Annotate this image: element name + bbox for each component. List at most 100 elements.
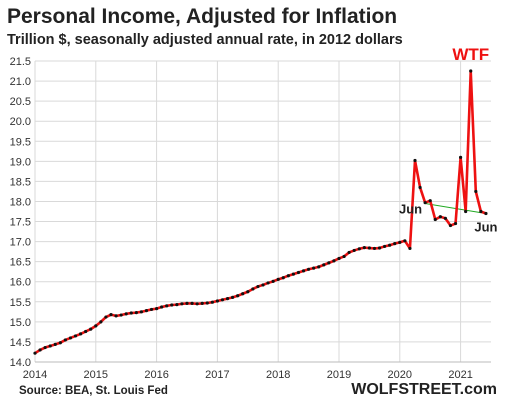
x-tick-label: 2020 (388, 369, 412, 381)
y-tick-label: 21.0 (10, 76, 31, 88)
data-point (479, 209, 483, 214)
x-tick-label: 2014 (23, 369, 47, 381)
data-point (301, 269, 306, 273)
data-point (58, 341, 62, 345)
chart-subtitle: Trillion $, seasonally adjusted annual r… (7, 32, 403, 48)
data-point (109, 313, 113, 317)
data-point (261, 283, 265, 287)
data-point (251, 287, 255, 291)
y-axis-ticks: 14.0 14.5 15.0 15.5 16.0 16.5 17.0 17.5 18.0 18.5… (10, 56, 31, 369)
data-point (362, 246, 366, 250)
data-point (165, 304, 169, 308)
data-point (271, 279, 275, 283)
data-point (94, 324, 98, 328)
data-point (307, 267, 311, 271)
x-tick-label: 2015 (84, 369, 108, 381)
y-tick-label: 20.0 (10, 116, 31, 128)
data-point (286, 274, 290, 278)
data-point (464, 209, 468, 214)
data-point (291, 272, 295, 276)
data-point (438, 215, 442, 219)
data-point (357, 247, 361, 251)
y-tick-label: 19.5 (10, 136, 31, 148)
data-point (322, 263, 326, 267)
data-point (241, 292, 245, 296)
x-tick-label: 2021 (448, 369, 472, 381)
y-tick-label: 18.0 (10, 196, 31, 208)
data-point (337, 256, 341, 261)
data-point (266, 281, 270, 285)
data-point (403, 239, 407, 243)
data-point (119, 313, 123, 317)
data-point (388, 243, 392, 247)
y-tick-label: 14.5 (10, 337, 31, 349)
y-tick-label: 17.0 (10, 237, 31, 249)
y-tick-label: 20.5 (10, 96, 31, 108)
data-point (124, 312, 128, 316)
data-point (149, 307, 154, 312)
x-tick-label: 2019 (327, 369, 351, 381)
data-point (342, 254, 346, 259)
data-point (170, 303, 174, 307)
data-point (433, 217, 437, 222)
data-point (372, 246, 377, 251)
data-point (469, 69, 473, 73)
data-point (180, 302, 184, 306)
data-point (413, 158, 417, 163)
data-point (38, 348, 42, 352)
data-point (175, 303, 179, 307)
y-tick-label: 18.5 (10, 176, 31, 188)
data-point (205, 301, 209, 305)
y-tick-label: 16.0 (10, 277, 31, 289)
data-point (200, 301, 204, 306)
data-point (398, 240, 402, 245)
y-tick-label: 16.5 (10, 257, 31, 269)
data-point (453, 221, 458, 226)
data-point (236, 294, 240, 298)
data-point (312, 266, 316, 270)
data-points (33, 69, 488, 355)
data-point (215, 299, 219, 303)
data-point (134, 311, 138, 315)
gridlines (34, 60, 491, 363)
data-point (484, 211, 488, 216)
y-tick-label: 15.5 (10, 297, 31, 309)
data-point (474, 189, 478, 194)
data-point (383, 244, 387, 249)
data-point (428, 199, 432, 203)
chart-title: Personal Income, Adjusted for Inflation (7, 5, 397, 28)
data-point (276, 277, 280, 281)
data-point (53, 342, 57, 346)
data-point (231, 295, 235, 299)
data-point (129, 311, 133, 315)
data-point (423, 201, 427, 205)
wtf-annotation: WTF (452, 45, 489, 64)
data-point (367, 246, 371, 250)
y-tick-label: 19.0 (10, 156, 31, 168)
data-point (352, 248, 356, 253)
y-tick-label: 14.0 (10, 357, 31, 369)
y-tick-label: 15.0 (10, 317, 31, 329)
source-note: Source: BEA, St. Louis Fed (19, 385, 168, 397)
data-point (210, 300, 214, 304)
data-point (448, 223, 453, 228)
x-tick-label: 2018 (266, 369, 290, 381)
data-point (139, 310, 143, 314)
data-point (327, 261, 331, 265)
y-tick-label: 17.5 (10, 217, 31, 229)
data-point (332, 259, 336, 263)
data-point (256, 284, 260, 289)
data-point (104, 315, 108, 319)
brand-watermark: WOLFSTREET.com (351, 381, 497, 398)
x-axis-ticks: 2014 2015 2016 2017 2018 2019 2020 2021 (23, 369, 473, 381)
data-point (393, 242, 397, 246)
data-point (225, 296, 230, 301)
data-point (185, 301, 189, 306)
data-point (155, 307, 159, 311)
data-point (443, 216, 447, 220)
jun-annotation: Jun (399, 201, 422, 216)
y-tick-label: 21.5 (10, 56, 31, 68)
data-point (296, 270, 301, 275)
data-point (160, 305, 164, 309)
